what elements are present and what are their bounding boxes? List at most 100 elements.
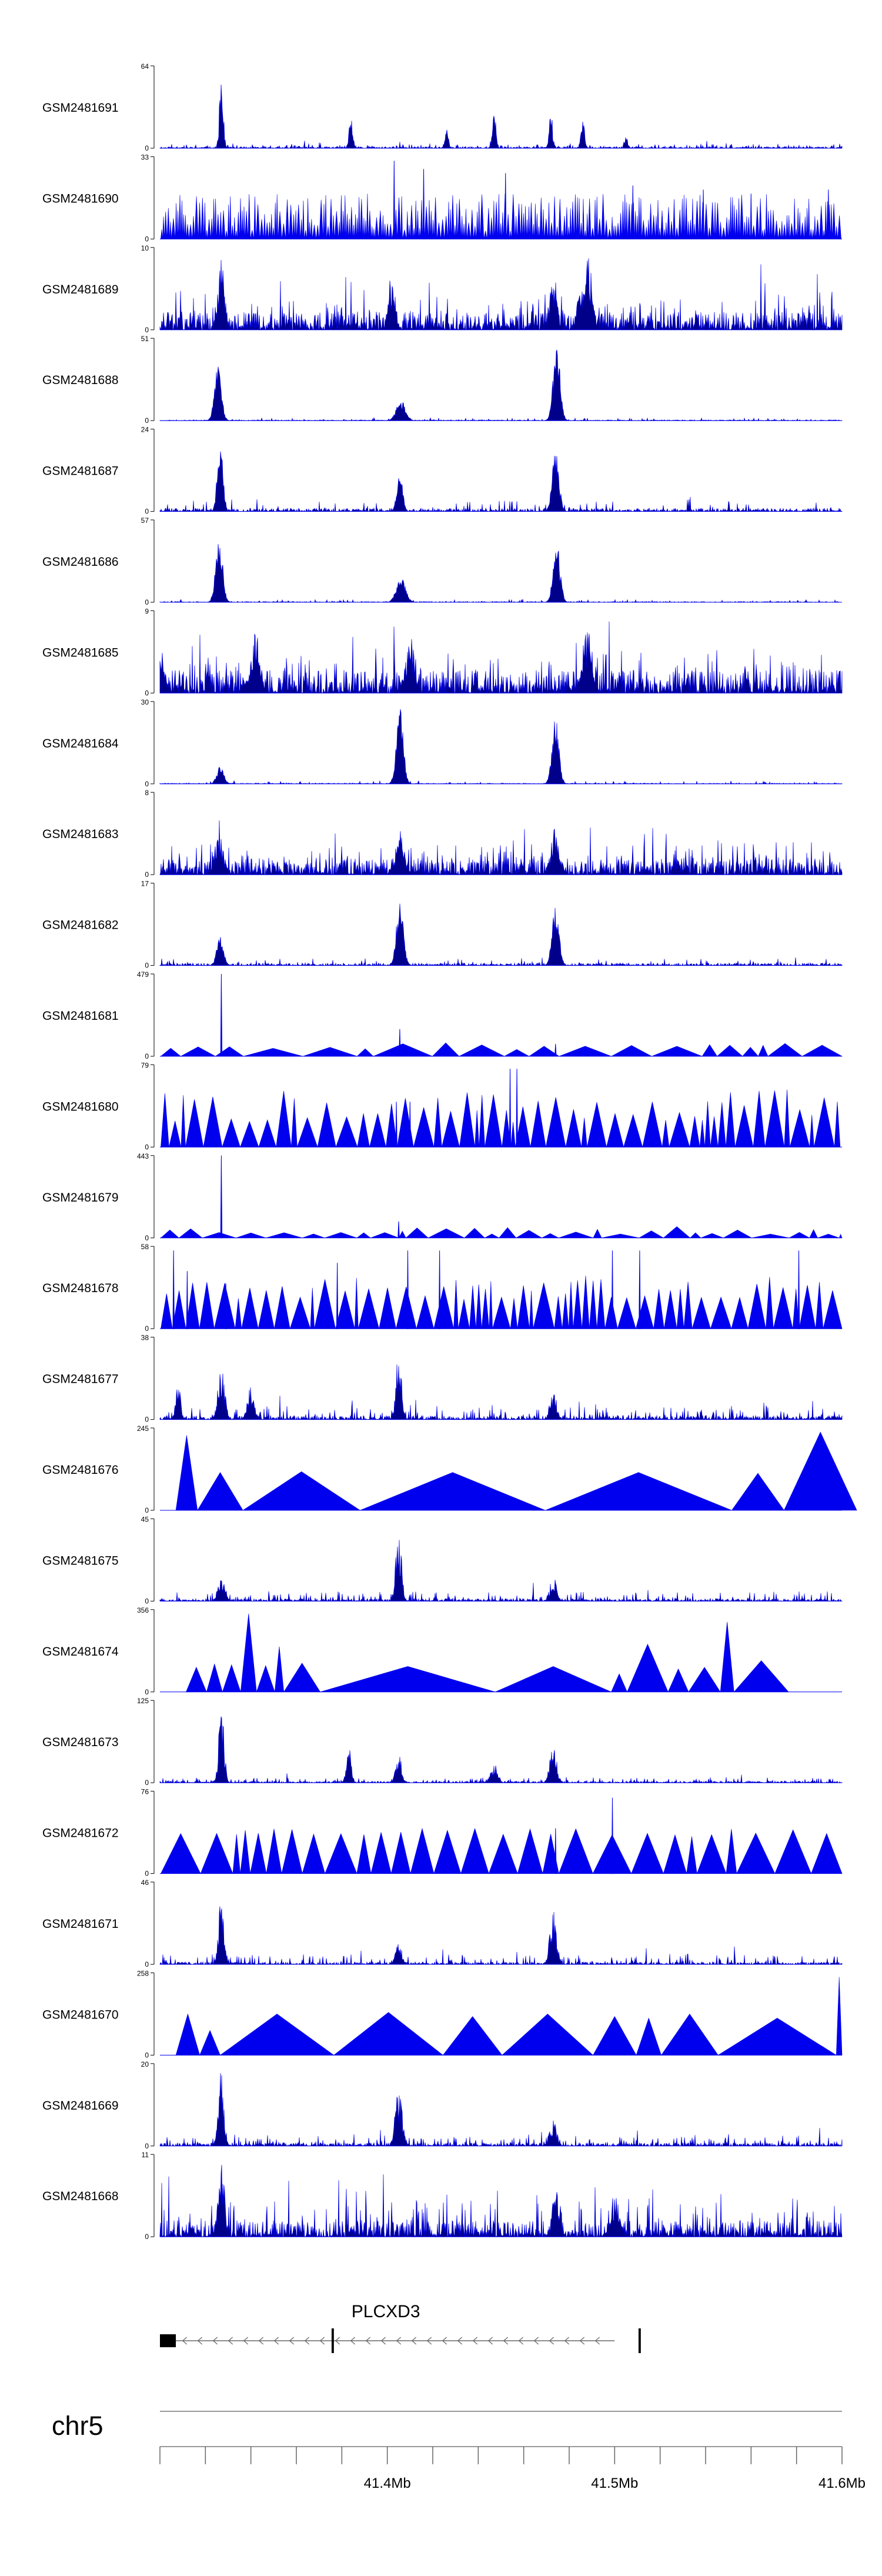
y-min-label: 0	[145, 962, 149, 970]
y-max-label: 30	[141, 698, 149, 706]
y-max-label: 356	[137, 1606, 149, 1614]
track-label: GSM2481679	[42, 1191, 119, 1204]
strand-chevron	[533, 2337, 539, 2345]
strand-chevron	[243, 2337, 249, 2345]
track-label: GSM2481668	[42, 2190, 119, 2203]
y-max-label: 20	[141, 2060, 149, 2068]
signal-area	[159, 2164, 843, 2238]
y-max-label: 38	[141, 1334, 149, 1342]
y-min-label: 0	[145, 326, 149, 334]
track-GSM2481686: GSM2481686 57 0	[42, 516, 843, 606]
y-max-label: 245	[137, 1424, 149, 1433]
track-GSM2481685: GSM2481685 9 0	[42, 607, 843, 697]
track-GSM2481683: GSM2481683 8 0	[42, 789, 843, 879]
track-GSM2481681: GSM2481681 479 0	[42, 970, 843, 1060]
chromosome-axis: chr5 41.4Mb 41.5Mb 41.6Mb	[52, 2411, 866, 2491]
y-min-label: 0	[145, 1143, 149, 1151]
signal-area	[159, 820, 843, 876]
y-min-label: 0	[145, 2233, 149, 2241]
y-max-label: 9	[145, 607, 149, 615]
track-GSM2481691: GSM2481691 64 0	[42, 62, 843, 152]
y-min-label: 0	[145, 2142, 149, 2150]
y-min-label: 0	[145, 2051, 149, 2059]
track-label: GSM2481689	[42, 283, 119, 296]
gene-exon	[160, 2334, 176, 2347]
signal-spikes	[393, 161, 830, 239]
y-min-label: 0	[145, 235, 149, 243]
track-GSM2481682: GSM2481682 17 0	[42, 880, 843, 970]
track-label: GSM2481691	[42, 101, 119, 115]
strand-chevron	[564, 2337, 570, 2345]
y-min-label: 0	[145, 780, 149, 788]
strand-chevron	[365, 2337, 371, 2345]
signal-tracks: GSM2481691640GSM2481690330GSM2481689100G…	[42, 62, 857, 2241]
track-label: GSM2481677	[42, 1373, 119, 1386]
signal-area	[159, 1716, 843, 1784]
gene-exon	[331, 2328, 334, 2353]
y-max-label: 479	[137, 970, 149, 979]
track-label: GSM2481684	[42, 737, 119, 750]
track-GSM2481673: GSM2481673 125 0	[42, 1697, 843, 1787]
y-min-label: 0	[145, 416, 149, 425]
y-min-label: 0	[145, 1597, 149, 1605]
track-GSM2481669: GSM2481669 20 0	[42, 2060, 843, 2150]
y-min-label: 0	[145, 1416, 149, 1424]
axis-tick-label: 41.5Mb	[591, 2475, 638, 2491]
track-label: GSM2481683	[42, 827, 119, 841]
gene-exon	[638, 2328, 641, 2353]
y-max-label: 443	[137, 1152, 149, 1160]
signal-spikes	[172, 1250, 800, 1329]
strand-chevron	[197, 2337, 203, 2345]
track-GSM2481679: GSM2481679 443 0	[42, 1152, 843, 1242]
track-label: GSM2481688	[42, 373, 119, 387]
track-label: GSM2481680	[42, 1100, 119, 1113]
y-max-label: 79	[141, 1061, 149, 1069]
track-GSM2481676: GSM2481676 245 0	[42, 1424, 857, 1514]
track-GSM2481678: GSM2481678 58 0	[42, 1243, 843, 1333]
strand-chevron	[258, 2337, 264, 2345]
track-label: GSM2481674	[42, 1645, 119, 1659]
gene-annotation-track: PLCXD3	[160, 2302, 641, 2353]
track-GSM2481668: GSM2481668 11 0	[42, 2151, 843, 2241]
signal-area	[159, 1364, 843, 1420]
signal-area	[159, 349, 843, 422]
signal-area	[159, 2073, 843, 2147]
track-label: GSM2481676	[42, 1463, 119, 1477]
chromosome-label: chr5	[52, 2411, 103, 2441]
strand-chevron	[549, 2337, 554, 2345]
signal-area	[159, 1906, 843, 1966]
y-min-label: 0	[145, 689, 149, 697]
y-min-label: 0	[145, 144, 149, 152]
signal-triangles	[186, 1613, 789, 1693]
signal-area	[159, 451, 843, 512]
strand-chevron	[442, 2337, 447, 2345]
track-label: GSM2481669	[42, 2099, 119, 2113]
y-max-label: 125	[137, 1697, 149, 1705]
strand-chevron	[228, 2337, 233, 2345]
track-GSM2481680: GSM2481680 79 0	[42, 1061, 842, 1151]
track-GSM2481672: GSM2481672 76 0	[42, 1788, 843, 1878]
track-GSM2481677: GSM2481677 38 0	[42, 1334, 843, 1424]
strand-chevron	[212, 2337, 218, 2345]
strand-chevron	[472, 2337, 478, 2345]
y-min-label: 0	[145, 1960, 149, 1968]
track-GSM2481689: GSM2481689 10 0	[42, 244, 843, 334]
signal-spikes	[220, 1155, 400, 1239]
track-GSM2481690: GSM2481690 33 0	[42, 153, 842, 243]
y-max-label: 58	[141, 1243, 149, 1251]
signal-spikes	[220, 973, 557, 1057]
strand-chevron	[182, 2337, 188, 2345]
track-label: GSM2481670	[42, 2008, 119, 2021]
track-label: GSM2481678	[42, 1282, 119, 1295]
strand-chevron	[411, 2337, 417, 2345]
y-min-label: 0	[145, 508, 149, 516]
strand-chevron	[380, 2337, 386, 2345]
y-min-label: 0	[145, 1778, 149, 1787]
y-max-label: 11	[142, 2151, 149, 2159]
track-label: GSM2481681	[42, 1009, 119, 1023]
strand-chevron	[289, 2337, 295, 2345]
strand-chevron	[579, 2337, 585, 2345]
strand-chevron	[457, 2337, 463, 2345]
y-min-label: 0	[145, 1506, 149, 1514]
